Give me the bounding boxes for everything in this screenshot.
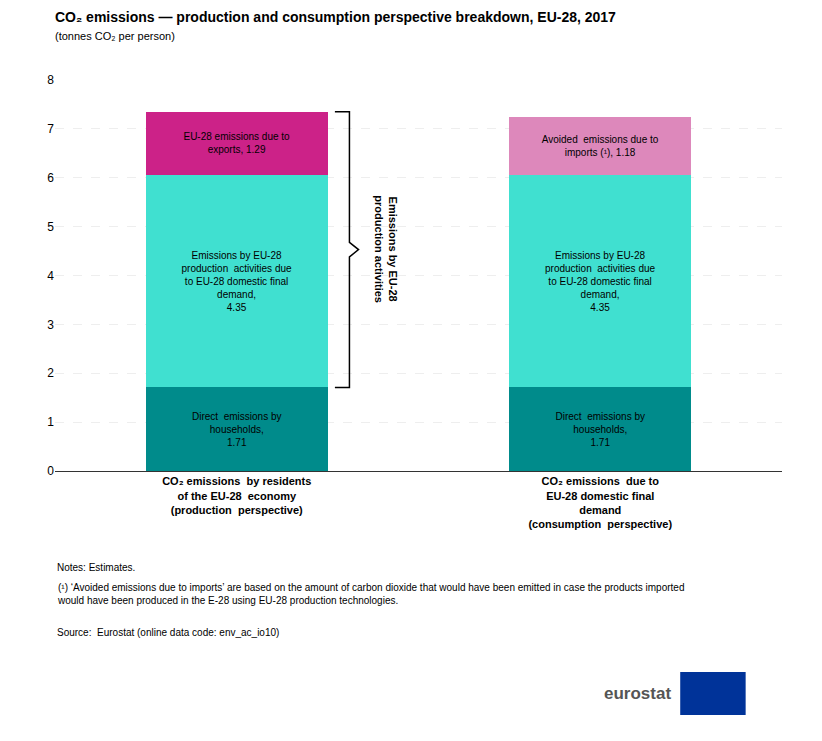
svg-text:CO₂ emissions by residentsof: CO₂ emissions by residentsof the EU-28 e…: [162, 475, 311, 516]
svg-text:8: 8: [47, 73, 54, 87]
svg-text:1: 1: [47, 415, 54, 429]
svg-text:Emissions by EU-28production a: Emissions by EU-28production activities: [373, 195, 399, 303]
svg-text:eurostat: eurostat: [604, 684, 671, 703]
svg-text:3: 3: [47, 318, 54, 332]
svg-text:CO₂ emissions — production and: CO₂ emissions — production and consumpti…: [55, 9, 616, 42]
svg-text:5: 5: [47, 220, 54, 234]
svg-text:(¹) ‘Avoided emissions due to: (¹) ‘Avoided emissions due to imports’ a…: [57, 582, 684, 606]
svg-text:Emissions by EU-28production: Emissions by EU-28production activities …: [545, 250, 656, 313]
svg-text:6: 6: [47, 171, 54, 185]
svg-text:Direct emissions byhouseholds: Direct emissions byhouseholds,1.71: [192, 411, 281, 448]
svg-text:Emissions by EU-28production: Emissions by EU-28production activities …: [182, 250, 293, 313]
svg-text:2: 2: [47, 366, 54, 380]
svg-text:Direct emissions byhouseholds: Direct emissions byhouseholds,1.71: [556, 411, 645, 448]
svg-text:Source: Eurostat (online data: Source: Eurostat (online data code: env_…: [57, 627, 279, 638]
svg-text:CO₂ emissions due toEU-28 dom: CO₂ emissions due toEU-28 domestic final…: [528, 475, 672, 530]
svg-text:Avoided emissions due toimpor: Avoided emissions due toimports (¹), 1.1…: [542, 134, 659, 158]
svg-text:EU-28 emissions due toexports,: EU-28 emissions due toexports, 1.29: [183, 131, 290, 155]
svg-text:7: 7: [47, 122, 54, 136]
svg-text:4: 4: [47, 269, 54, 283]
svg-text:Notes: Estimates.: Notes: Estimates.: [57, 562, 135, 573]
svg-text:0: 0: [47, 464, 54, 478]
